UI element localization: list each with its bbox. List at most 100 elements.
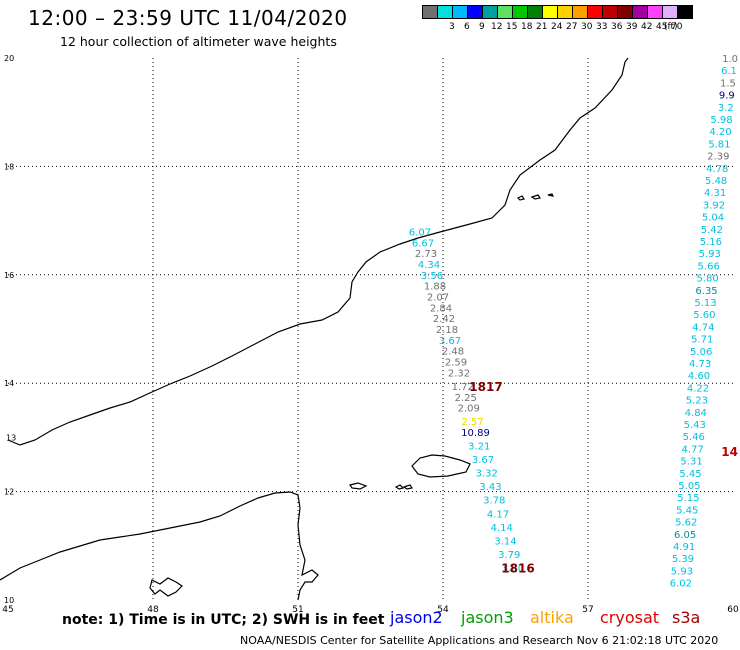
swh-value: 5.93: [699, 249, 721, 260]
legend-jason3: jason3: [461, 608, 514, 627]
swh-value: 6.67: [412, 238, 434, 249]
swh-value: 1.72: [452, 382, 474, 393]
colorbar-label: 15: [506, 22, 518, 32]
swh-value: 3.92: [703, 200, 725, 211]
coastline-somalia: [0, 491, 319, 601]
pass-time-label: 1817: [469, 380, 502, 394]
credit-line: NOAA/NESDIS Center for Satellite Applica…: [240, 634, 719, 647]
swh-value: 2.39: [707, 152, 729, 163]
swh-value: 2.09: [458, 404, 480, 415]
colorbar-label: 42: [641, 22, 653, 32]
swh-value: 6.35: [695, 286, 717, 297]
lon-tick-label: 57: [582, 605, 593, 615]
swh-value: 3.32: [476, 469, 498, 480]
colorbar-label: 33: [596, 22, 608, 32]
swh-value: 5.71: [691, 335, 713, 346]
swh-value: 2.32: [448, 368, 470, 379]
lon-tick-label: 51: [292, 605, 303, 615]
lat-tick-label: 13: [6, 433, 16, 442]
swh-value: 3.2: [718, 103, 734, 114]
colorbar-label: 6: [464, 22, 470, 32]
swh-value: 5.13: [694, 298, 716, 309]
swh-value: 1.88: [424, 282, 446, 293]
swh-value: 5.46: [683, 432, 705, 443]
swh-value: 3.79: [498, 550, 520, 561]
colorbar-label: 45: [656, 22, 668, 32]
swh-value: 5.15: [677, 493, 699, 504]
swh-value: 3.80: [502, 563, 524, 574]
swh-value: 2.48: [442, 347, 464, 358]
colorbar-label: 70: [671, 22, 683, 32]
swh-value: 5.31: [680, 457, 702, 468]
island-abd-al-kuri: [349, 482, 368, 490]
lat-tick-label: 10: [4, 596, 14, 605]
swh-value: 3.67: [472, 455, 494, 466]
swh-value: 2.84: [430, 303, 452, 314]
colorbar-label: 30: [581, 22, 593, 32]
swh-value: 1.5: [720, 78, 736, 89]
swh-value: 4.14: [491, 523, 513, 534]
swh-value: 2.25: [455, 393, 477, 404]
swh-value: 9.9: [719, 91, 735, 102]
legend-jason2: jason2: [390, 608, 443, 627]
lon-tick-label: 54: [437, 605, 449, 615]
swh-value: 5.45: [676, 505, 698, 516]
swh-value: 5.48: [705, 176, 727, 187]
swh-value: 5.80: [696, 274, 718, 285]
colorbar-label: 12: [491, 22, 503, 32]
swh-value: 5.60: [693, 310, 715, 321]
swh-value: 5.66: [698, 261, 720, 272]
swh-value: 6.1: [721, 66, 737, 77]
kuria-muria: [516, 193, 555, 201]
swh-value: 2.42: [433, 314, 455, 325]
colorbar-unit: (ft): [664, 22, 678, 32]
pass-time-label: 14: [721, 445, 738, 459]
swh-value: 4.31: [704, 188, 726, 199]
swh-value: 5.06: [690, 347, 712, 358]
swh-value: 5.23: [686, 396, 708, 407]
colorbar-label: 18: [521, 22, 533, 32]
lat-tick-label: 18: [4, 162, 14, 171]
legend-altika: altika: [530, 608, 574, 627]
swh-value: 2.73: [415, 249, 437, 260]
colorbar: [422, 5, 693, 19]
pass-time-label: 1816: [501, 561, 534, 575]
colorbar-label: 3: [449, 22, 455, 32]
swh-value: 3.43: [479, 482, 501, 493]
swh-value: 4.74: [692, 322, 714, 333]
swh-value: 1.0: [722, 54, 738, 65]
swh-value: 3.21: [468, 442, 490, 453]
swh-value: 5.42: [701, 225, 723, 236]
swh-value: 5.81: [708, 139, 730, 150]
swh-value: 4.91: [673, 542, 695, 553]
swh-value: 5.16: [700, 237, 722, 248]
colorbar-label: 24: [551, 22, 563, 32]
swh-value: 5.05: [678, 481, 700, 492]
swh-value: 2.59: [445, 358, 467, 369]
swh-value: 4.34: [418, 260, 440, 271]
lat-tick-label: 16: [4, 271, 14, 280]
swh-value: 3.14: [494, 536, 516, 547]
swh-value: 2.57: [461, 417, 483, 428]
swh-value: 4.77: [682, 444, 704, 455]
swh-value: 5.62: [675, 518, 697, 529]
swh-value: 2.18: [436, 325, 458, 336]
swh-value: 4.22: [687, 383, 709, 394]
swh-value: 6.05: [674, 530, 696, 541]
colorbar-swatch: [677, 5, 693, 19]
swh-value: 4.60: [688, 371, 710, 382]
lon-tick-label: 45: [2, 605, 13, 615]
coastline: [0, 57, 629, 601]
lon-tick-label: 60: [727, 605, 739, 615]
swh-value: 3.78: [483, 496, 505, 507]
swh-value: 3.56: [421, 271, 443, 282]
map-title: 12:00 – 23:59 UTC 11/04/2020: [28, 6, 348, 30]
lat-tick-label: 12: [4, 488, 14, 497]
legend-s3a: s3a: [672, 608, 701, 627]
grid-lines: [8, 58, 733, 600]
altimeter-track-mid: 6.076.672.734.343.561.882.072.842.422.18…: [409, 227, 535, 575]
swh-value: 6.02: [670, 579, 692, 590]
swh-value: 5.93: [671, 566, 693, 577]
